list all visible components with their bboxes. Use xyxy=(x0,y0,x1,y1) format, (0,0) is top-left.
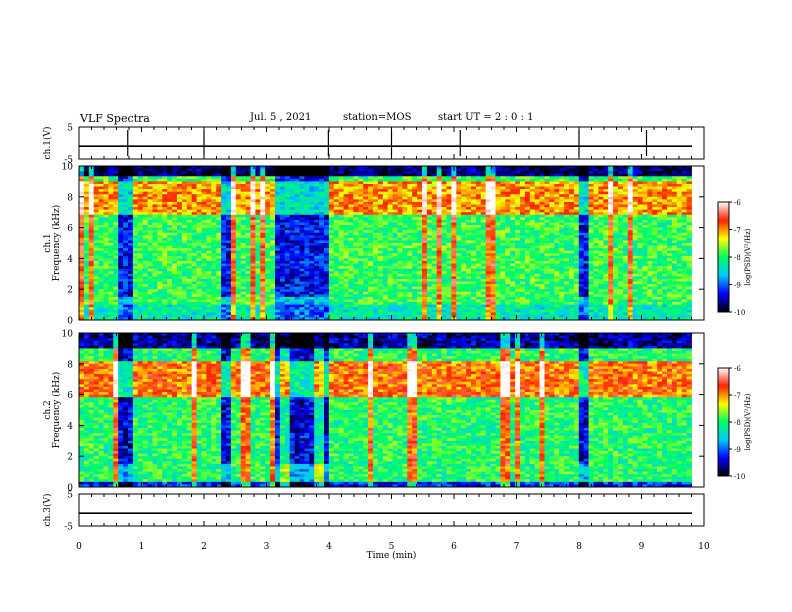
ylabel-ch3-waveform: ch.3(V) xyxy=(42,494,53,527)
spectrogram-ch2-spectrogram xyxy=(79,333,692,488)
xlabel: Time (min) xyxy=(367,550,417,561)
xtick-label: 2 xyxy=(201,542,207,552)
xtick-label: 3 xyxy=(264,542,270,552)
colorbar-tick-label: -7 xyxy=(734,392,741,400)
ytick-label: -5 xyxy=(64,523,73,533)
xtick-label: 8 xyxy=(576,542,582,552)
colorbar-2: -6 -7 -8 -9 -10 log(PSD)(V²/Hz) xyxy=(717,365,752,481)
date-label: Jul. 5 , 2021 xyxy=(250,112,312,123)
colorbar-tick-label: -9 xyxy=(734,446,741,454)
ytick-label: 5 xyxy=(67,491,73,501)
colorbar-tick-label: -8 xyxy=(734,419,741,427)
ytick-label: 8 xyxy=(67,360,73,370)
ytick-label: 2 xyxy=(67,453,73,463)
ytick-label: 5 xyxy=(67,124,73,134)
xtick-label: 5 xyxy=(389,542,395,552)
ylabel-ch2-spectrogram: Frequency (kHz) xyxy=(51,372,62,449)
xtick-label: 6 xyxy=(451,542,457,552)
ytick-label: 6 xyxy=(67,391,73,401)
xtick-label: 0 xyxy=(76,542,82,552)
xtick-label: 4 xyxy=(326,542,332,552)
panel-ch2-spectrogram: 0 2 4 6 8 10 ch.2 Frequency (kHz) xyxy=(43,330,705,494)
ytick-label: 0 xyxy=(67,484,73,494)
colorbar-tick-label: -9 xyxy=(734,282,741,290)
ytick-label: 2 xyxy=(67,286,73,296)
ytick-label: 8 xyxy=(67,193,73,203)
ytick-label: 4 xyxy=(67,422,73,432)
ylabel-ch1-spectrogram: ch.1 xyxy=(43,233,53,252)
ylabel-ch1-spectrogram: Frequency (kHz) xyxy=(51,205,62,282)
panel-ch1-waveform: 5 -5 ch.1(V) xyxy=(42,124,705,166)
ytick-label: 0 xyxy=(67,317,73,327)
colorbar-1: -6 -7 -8 -9 -10 log(PSD)(V²/Hz) xyxy=(717,199,752,317)
panel-ch3-waveform: 5 -5 ch.3(V) xyxy=(42,491,705,533)
ylabel-ch1-waveform: ch.1(V) xyxy=(42,127,53,160)
spectrogram-ch1-spectrogram xyxy=(79,166,692,321)
xtick-label: 10 xyxy=(698,542,710,552)
colorbar-tick-label: -8 xyxy=(734,254,741,262)
ylabel-ch2-spectrogram: ch.2 xyxy=(43,400,53,419)
start-time-label: start UT = 2 : 0 : 1 xyxy=(438,112,534,123)
colorbar-tick-label: -7 xyxy=(734,227,741,235)
panel-ch1-spectrogram: 0 2 4 6 8 10 ch.1 Frequency (kHz) xyxy=(43,163,705,327)
ytick-label: -5 xyxy=(64,156,73,166)
xtick-label: 9 xyxy=(639,542,645,552)
colorbar-label: log(PSD)(V²/Hz) xyxy=(744,228,752,285)
colorbar-tick-label: -6 xyxy=(734,365,741,373)
xtick-label: 1 xyxy=(139,542,145,552)
ytick-label: 6 xyxy=(67,224,73,234)
ytick-label: 4 xyxy=(67,255,73,265)
xtick-label: 7 xyxy=(514,542,520,552)
colorbar-tick-label: -10 xyxy=(734,473,745,481)
colorbar-tick-label: -10 xyxy=(734,309,745,317)
figure-title: VLF Spectra xyxy=(80,112,150,125)
ytick-label: 10 xyxy=(62,330,74,340)
station-label: station=MOS xyxy=(343,112,412,123)
ytick-label: 10 xyxy=(62,163,74,173)
colorbar-tick-label: -6 xyxy=(734,199,741,207)
colorbar-label: log(PSD)(V²/Hz) xyxy=(744,393,752,450)
x-axis: 0 1 2 3 4 5 6 7 8 9 10 Time (min) xyxy=(76,542,710,561)
